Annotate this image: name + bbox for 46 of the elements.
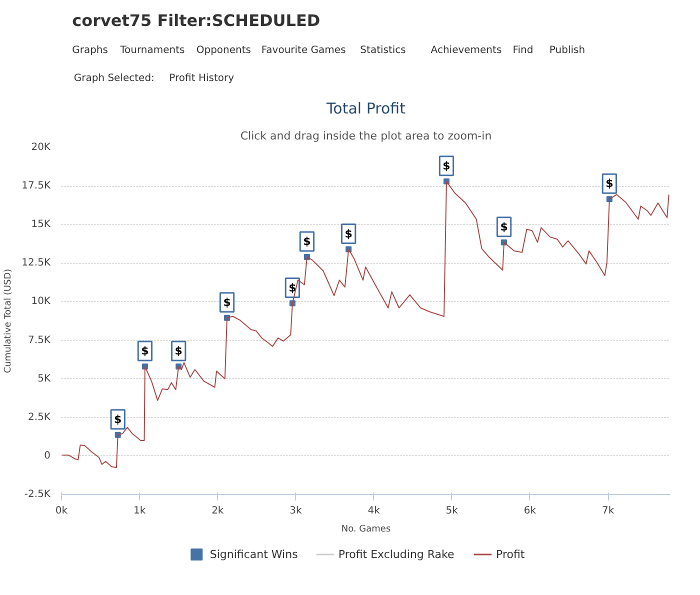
text: Find — [512, 45, 534, 56]
x-axis-title: No. Games — [341, 524, 391, 534]
legend-label: Profit Excluding Rake — [338, 548, 455, 561]
annotation: $ — [174, 344, 182, 358]
text: Favourite Games — [261, 45, 346, 56]
y-tick-label: 15K — [31, 219, 51, 230]
y-tick-label: 17.5K — [22, 180, 51, 192]
annotation: $ — [442, 159, 450, 172]
y-axis-title: Cumulative Total (USD) — [4, 268, 14, 374]
text: Opponents — [196, 45, 252, 56]
x-tick-label: 6k — [524, 506, 536, 516]
text: Statistics — [360, 45, 406, 56]
annotation: $ — [114, 412, 122, 426]
y-tick-label: 20K — [31, 142, 51, 153]
x-tick-label: 4k — [368, 506, 380, 516]
text: Graphs — [72, 45, 108, 56]
y-tick-label: 5K — [38, 373, 51, 384]
y-tick-label: 10K — [31, 296, 51, 308]
y-tick-label: 2.5K — [28, 412, 51, 423]
text: Graph Selected: — [74, 73, 154, 84]
y-tick-label: -2.5K — [24, 489, 51, 500]
annotation: $ — [606, 177, 614, 190]
y-tick-label: 0 — [44, 450, 51, 462]
text: Achievements — [430, 45, 502, 56]
chart-subtitle: Click and drag inside the plot area to zoom-in — [240, 130, 492, 142]
chart-title: Total Profit — [326, 100, 406, 118]
x-tick-label: 5k — [446, 506, 458, 516]
x-tick-label: 0k — [55, 506, 68, 516]
y-tick-label: 7.5K — [28, 334, 51, 346]
text: Profit History — [169, 73, 234, 84]
y-tick-label: 12.5K — [22, 258, 51, 269]
legend-label: Significant Wins — [210, 548, 298, 561]
text: Tournaments — [119, 45, 185, 56]
text: corvet75 Filter:SCHEDULED — [72, 11, 320, 30]
x-tick-label: 3k — [290, 506, 302, 516]
annotation: $ — [303, 235, 311, 248]
annotation: $ — [500, 220, 508, 234]
text: Publish — [549, 45, 586, 56]
x-tick-label: 7k — [602, 506, 614, 516]
x-tick-label: 2k — [212, 506, 224, 516]
annotation: $ — [288, 281, 296, 294]
legend-label: Profit — [496, 548, 526, 561]
annotation: $ — [344, 227, 352, 240]
x-tick-label: 1k — [134, 506, 146, 516]
annotation: $ — [141, 344, 149, 358]
annotation: $ — [223, 296, 231, 309]
